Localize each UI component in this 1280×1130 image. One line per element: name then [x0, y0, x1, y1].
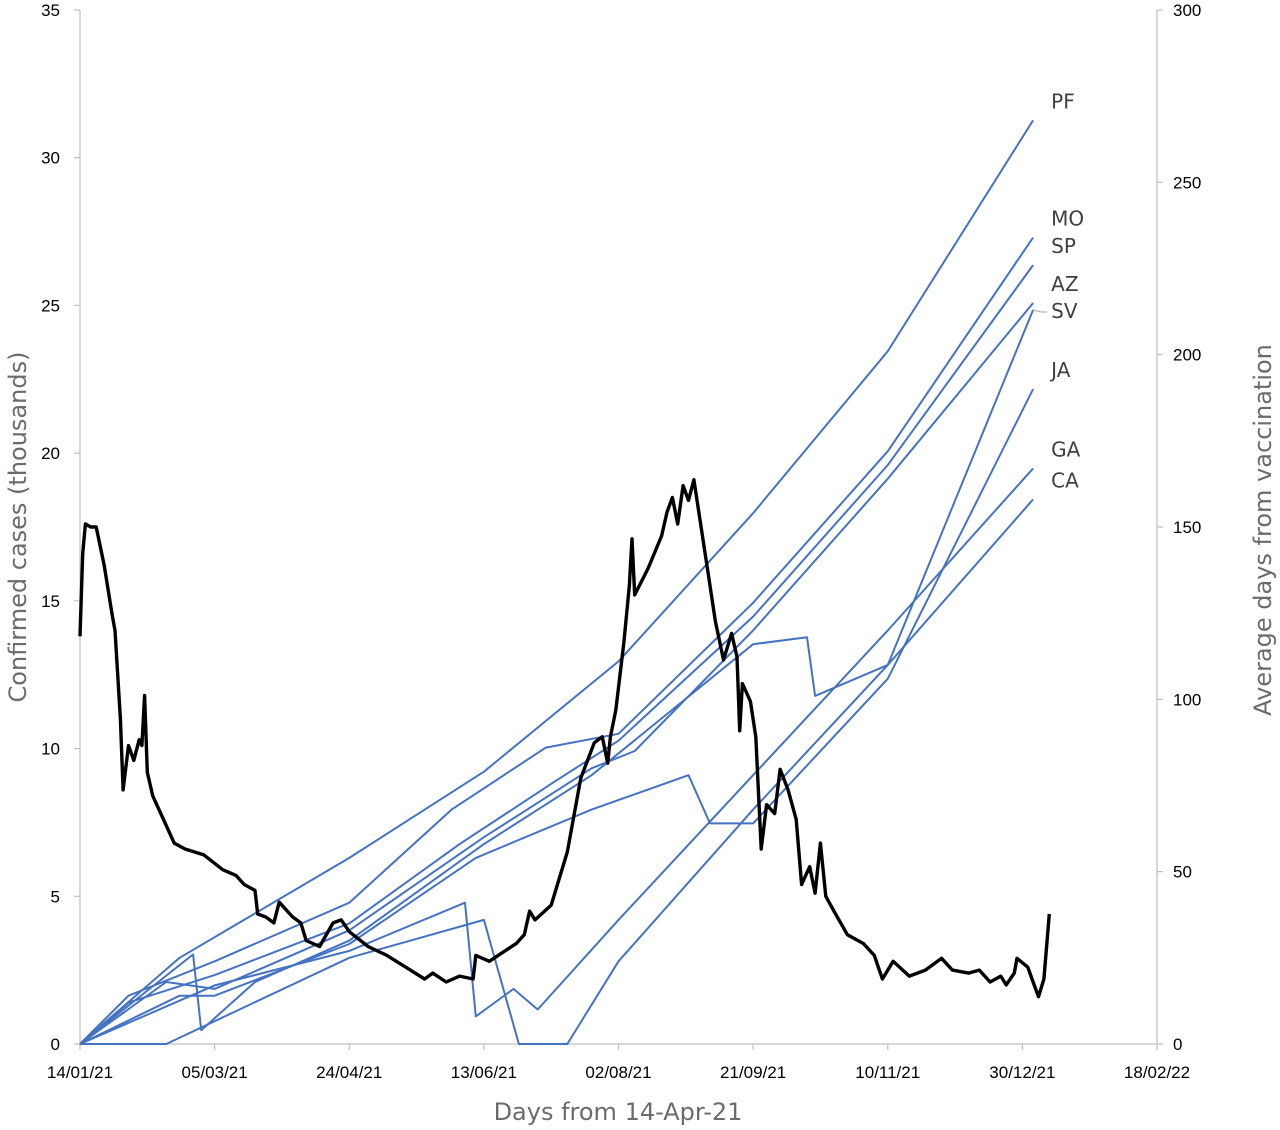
y-left-tick-label: 0: [51, 1035, 60, 1054]
y-left-tick-label: 10: [41, 740, 60, 759]
series-line-ga: [79, 467, 1034, 1045]
series-layer: [78, 119, 1051, 1045]
series-label-az: AZ: [1051, 272, 1078, 296]
series-line-sv: [79, 309, 1035, 1045]
series-label-ca: CA: [1051, 468, 1079, 492]
x-axis-title: Days from 14-Apr-21: [494, 1098, 743, 1126]
x-tick-label: 05/03/21: [182, 1063, 248, 1082]
x-tick-label: 14/01/21: [47, 1063, 113, 1082]
series-line-az: [79, 302, 1034, 1045]
y-left-tick-label: 20: [41, 444, 60, 463]
y-axis-right-title: Average days from vaccination: [1249, 344, 1277, 716]
x-tick-label: 13/06/21: [451, 1063, 517, 1082]
x-tick-label: 24/04/21: [316, 1063, 382, 1082]
series-label-mo: MO: [1051, 206, 1084, 230]
series-label-pf: PF: [1051, 89, 1075, 113]
series-line-mo: [79, 236, 1034, 1045]
series-label-ga: GA: [1051, 437, 1080, 461]
y-left-tick-label: 30: [41, 149, 60, 168]
x-tick-label: 18/02/22: [1124, 1063, 1190, 1082]
series-label-layer: PF MO SP AZ SV JA GA CA: [1032, 89, 1084, 492]
x-tick-label: 30/12/21: [989, 1063, 1055, 1082]
series-label-sv: SV: [1051, 299, 1078, 323]
y-right-tick-label: 200: [1173, 346, 1201, 365]
series-line-pf: [79, 119, 1034, 1045]
x-tick-label: 21/09/21: [720, 1063, 786, 1082]
y-left-tick-label: 25: [41, 296, 60, 315]
y-right-tick-label: 0: [1173, 1035, 1182, 1054]
y-right-tick-label: 250: [1173, 173, 1201, 192]
y-left-tick-label: 15: [41, 592, 60, 611]
y-right-tick-label: 50: [1173, 863, 1192, 882]
series-leader-line: [1032, 309, 1048, 313]
y-right-tick-label: 300: [1173, 1, 1201, 20]
x-tick-label: 02/08/21: [585, 1063, 651, 1082]
series-label-ja: JA: [1049, 358, 1071, 382]
series-line-confirmed-cases: [78, 478, 1051, 999]
x-tick-label: 10/11/21: [855, 1063, 920, 1082]
y-right-tick-label: 150: [1173, 518, 1201, 537]
y-right-tick-label: 100: [1173, 690, 1201, 709]
tick-layer: 0 5 10 15 20 25 30 35 0 50 100 150 200 250 300 14/01/21…: [41, 1, 1201, 1082]
y-left-tick-label: 35: [41, 1, 60, 20]
series-line-sp: [79, 264, 1034, 1045]
y-axis-left-title: Confirmed cases (thousands): [4, 352, 32, 703]
series-line-ja: [79, 388, 1034, 1045]
y-left-tick-label: 5: [51, 887, 60, 906]
series-line-ca: [80, 498, 1034, 1045]
series-label-sp: SP: [1051, 234, 1076, 258]
